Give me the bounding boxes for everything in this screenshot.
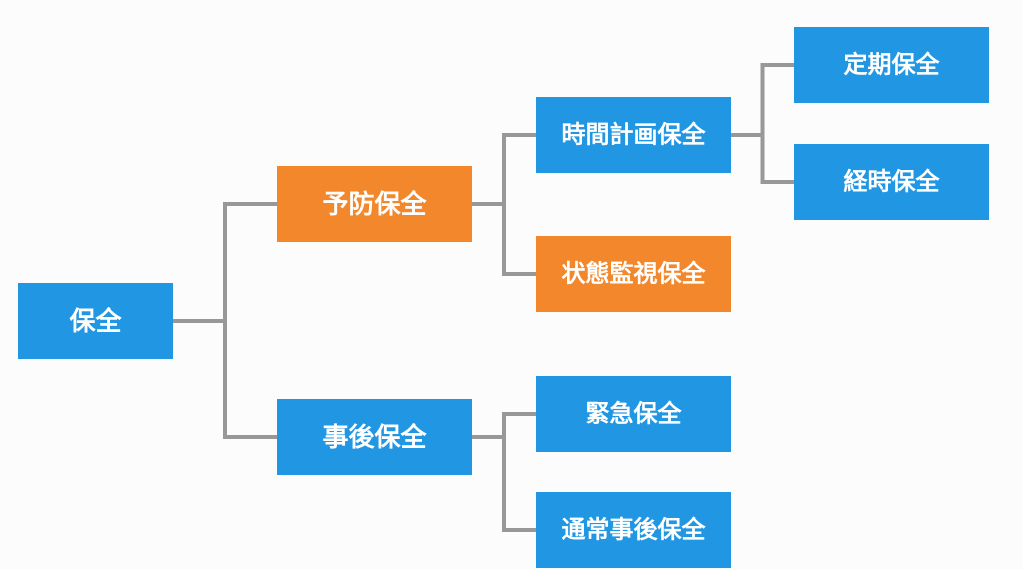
connector <box>173 204 277 321</box>
connector <box>173 321 277 437</box>
tree-node-root: 保全 <box>18 283 173 359</box>
node-label: 事後保全 <box>322 422 427 452</box>
node-label: 予防保全 <box>322 189 427 219</box>
connector <box>472 204 536 274</box>
tree-node-emer: 緊急保全 <box>536 376 731 452</box>
tree-node-prev: 予防保全 <box>277 166 472 242</box>
node-label: 定期保全 <box>844 51 941 79</box>
tree-node-per: 定期保全 <box>794 27 989 103</box>
node-label: 緊急保全 <box>586 400 683 428</box>
connector <box>731 65 794 135</box>
node-label: 時間計画保全 <box>562 121 707 149</box>
tree-node-norm: 通常事後保全 <box>536 492 731 568</box>
node-label: 状態監視保全 <box>562 260 707 288</box>
connector <box>472 437 536 530</box>
tree-node-time: 時間計画保全 <box>536 97 731 173</box>
node-label: 経時保全 <box>844 168 941 196</box>
tree-node-post: 事後保全 <box>277 399 472 475</box>
tree-node-cond: 状態監視保全 <box>536 236 731 312</box>
connector <box>472 135 536 204</box>
node-label: 保全 <box>68 306 122 336</box>
tree-node-age: 経時保全 <box>794 144 989 220</box>
maintenance-tree-diagram: 保全 予防保全事後保全 時間計画保全状態監視保全緊急保全通常事後保全 定期保全経時保全 <box>0 0 1023 569</box>
connector <box>472 414 536 437</box>
node-label: 通常事後保全 <box>562 516 707 544</box>
connector <box>731 135 794 182</box>
